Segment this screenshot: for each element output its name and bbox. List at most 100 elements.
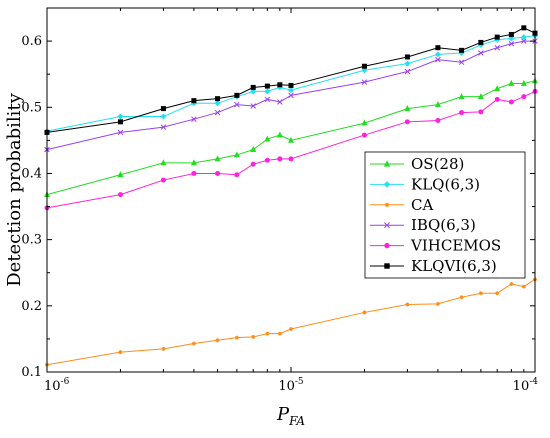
square-marker xyxy=(277,82,283,88)
x-tick-label-exponent: -6 xyxy=(61,377,70,387)
circle-marker xyxy=(478,109,484,115)
circle-marker xyxy=(215,170,221,176)
circle-marker xyxy=(160,177,166,183)
y-tick-label: 0.2 xyxy=(21,299,42,314)
x-axis-label-main: P xyxy=(276,404,290,425)
triangle-marker xyxy=(434,101,441,108)
x-marker xyxy=(494,44,500,51)
x-tick-label-base: 10 xyxy=(278,379,295,394)
x-marker xyxy=(288,92,294,99)
x-marker xyxy=(458,59,465,66)
square-marker xyxy=(494,34,500,40)
legend-label: KLQ(6,3) xyxy=(411,175,480,193)
x-axis-label: PFA xyxy=(276,404,305,428)
square-marker xyxy=(435,45,441,51)
legend-item: CA xyxy=(370,196,433,214)
diamond-marker xyxy=(214,100,221,107)
x-tick-label: 10-5 xyxy=(278,377,304,394)
star-marker xyxy=(289,326,293,331)
circle-marker xyxy=(404,119,410,125)
triangle-marker xyxy=(214,155,221,162)
x-tick-label: 10-6 xyxy=(44,377,70,394)
x-marker xyxy=(521,38,527,44)
square-marker xyxy=(404,54,410,60)
circle-marker xyxy=(521,94,527,100)
y-tick-label: 0.3 xyxy=(21,233,42,248)
square-marker xyxy=(117,119,123,125)
square-marker xyxy=(459,47,465,53)
diamond-marker xyxy=(288,87,294,94)
star-marker xyxy=(509,281,514,286)
star-marker xyxy=(362,310,367,315)
circle-marker xyxy=(288,156,294,162)
star-marker xyxy=(521,284,526,289)
triangle-marker xyxy=(276,131,283,138)
star-marker xyxy=(478,291,483,296)
circle-marker xyxy=(117,192,123,198)
triangle-marker xyxy=(288,136,294,143)
square-marker xyxy=(264,83,270,89)
x-tick-label-exponent: -4 xyxy=(529,377,538,387)
triangle-marker xyxy=(458,93,465,100)
circle-marker xyxy=(384,242,390,249)
square-marker xyxy=(160,106,166,112)
square-marker xyxy=(234,92,240,98)
star-marker xyxy=(118,350,123,355)
star-marker xyxy=(191,341,196,346)
square-marker xyxy=(384,263,390,269)
x-marker xyxy=(160,124,167,130)
legend-label: VIHCEMOS xyxy=(410,237,501,255)
diamond-marker xyxy=(160,113,167,120)
x-marker xyxy=(264,96,271,103)
circle-marker xyxy=(250,161,256,167)
x-marker xyxy=(435,56,441,63)
circle-marker xyxy=(494,96,500,102)
x-marker xyxy=(191,116,197,122)
y-tick-label: 0.5 xyxy=(21,100,42,115)
triangle-marker xyxy=(508,79,515,86)
circle-marker xyxy=(234,172,240,178)
legend-item: OS(28) xyxy=(370,155,464,173)
diamond-marker xyxy=(520,34,527,41)
x-marker xyxy=(508,40,515,47)
x-marker xyxy=(234,101,240,108)
legend-label: IBQ(6,3) xyxy=(411,216,476,234)
legend-item: KLQ(6,3) xyxy=(370,175,480,193)
axis-layer: 0.10.20.30.40.50.610-6 10-5 10-4 xyxy=(21,8,538,394)
triangle-marker xyxy=(264,135,271,142)
square-marker xyxy=(521,25,527,31)
circle-marker xyxy=(361,132,367,138)
y-tick-label: 0.1 xyxy=(21,365,42,380)
star-marker xyxy=(405,302,410,307)
triangle-marker xyxy=(361,119,368,126)
y-tick-label: 0.6 xyxy=(21,34,42,49)
legend-box xyxy=(364,151,526,279)
series-os-28- xyxy=(44,77,538,198)
x-axis-label-subscript: FA xyxy=(288,414,305,428)
x-marker xyxy=(250,103,256,109)
square-marker xyxy=(250,84,256,90)
star-marker xyxy=(215,338,220,343)
circle-marker xyxy=(277,156,283,162)
legend-label: OS(28) xyxy=(411,155,464,173)
star-marker xyxy=(161,346,166,351)
triangle-marker xyxy=(494,85,501,92)
circle-marker xyxy=(459,110,465,116)
x-marker xyxy=(277,99,283,105)
triangle-marker xyxy=(117,171,124,178)
x-marker xyxy=(361,79,368,85)
triangle-marker xyxy=(190,159,197,166)
triangle-marker xyxy=(250,146,257,153)
triangle-marker xyxy=(404,104,411,111)
x-marker xyxy=(214,109,221,116)
x-tick-label: 10-4 xyxy=(513,377,539,394)
legend-item: KLQVI(6,3) xyxy=(370,257,497,275)
triangle-marker xyxy=(233,151,240,158)
x-marker xyxy=(478,50,484,56)
x-marker xyxy=(404,68,411,75)
square-marker xyxy=(288,82,294,88)
legend-label: CA xyxy=(411,196,433,214)
square-marker xyxy=(191,98,197,104)
